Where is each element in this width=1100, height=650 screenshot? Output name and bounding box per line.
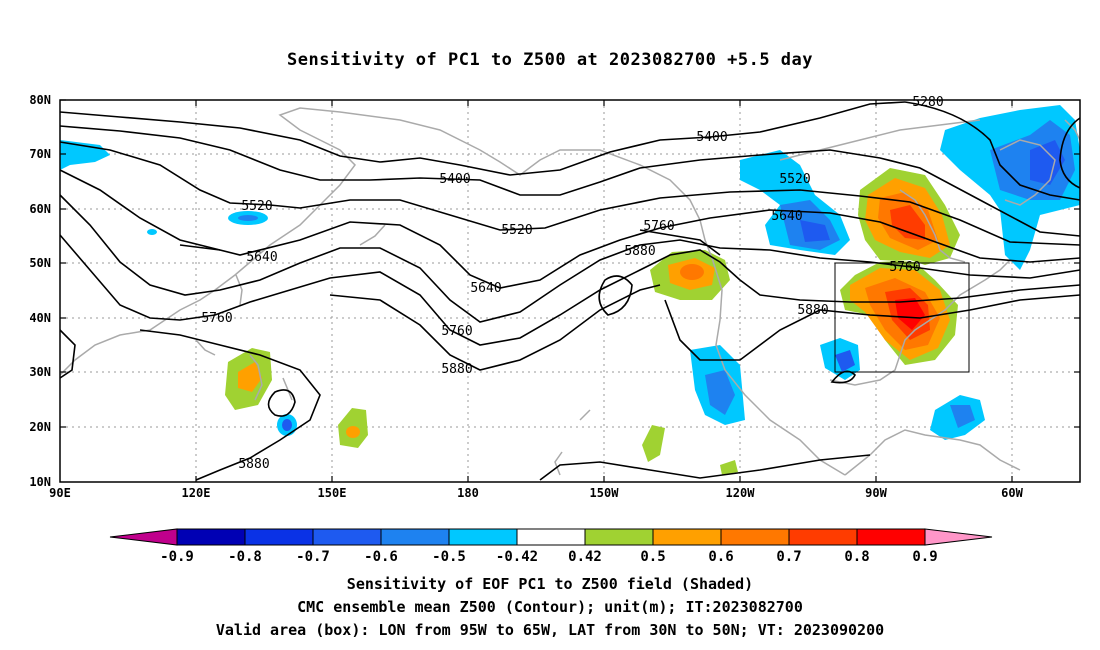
- contour-label: 5400: [439, 172, 470, 187]
- lon-label: 150W: [590, 486, 620, 500]
- contour-label: 5640: [470, 281, 501, 296]
- colorbar-label: 0.6: [708, 549, 733, 565]
- valid-area-box: [834, 262, 970, 373]
- latitude-labels: 80N 70N 60N 50N 40N 30N 20N 10N: [29, 93, 51, 489]
- longitude-labels: 90E 120E 150E 180 150W 120W 90W 60W: [49, 486, 1023, 500]
- negative-sensitivity-patches: [60, 105, 1080, 440]
- contour-label: 5760: [889, 260, 920, 275]
- contour-label: 5640: [771, 209, 802, 224]
- contour-label: 5280: [912, 95, 943, 110]
- colorbar-swatch: [652, 528, 722, 546]
- colorbar-label: -0.8: [228, 549, 262, 565]
- caption-valid-area: Valid area (box): LON from 95W to 65W, L…: [215, 621, 885, 639]
- plot-title: Sensitivity of PC1 to Z500 at 2023082700…: [286, 50, 813, 70]
- z500-contours: [59, 101, 1081, 481]
- contour-label: 5880: [797, 303, 828, 318]
- contour-label: 5640: [246, 250, 277, 265]
- caption-contour: CMC ensemble mean Z500 (Contour); unit(m…: [297, 598, 803, 616]
- lat-label: 80N: [29, 93, 51, 107]
- caption-shaded: Sensitivity of EOF PC1 to Z500 field (Sh…: [346, 575, 754, 593]
- colorbar-swatch: [176, 528, 246, 546]
- lat-label: 70N: [29, 147, 51, 161]
- colorbar-label: 0.5: [640, 549, 665, 565]
- sensitivity-shading: [60, 105, 1080, 475]
- contour-label: 5520: [501, 223, 532, 238]
- contour-label: 5400: [696, 130, 727, 145]
- lat-label: 50N: [29, 256, 51, 270]
- lon-label: 120E: [182, 486, 211, 500]
- colorbar-upper-extension: [924, 528, 993, 546]
- tick-marks: [60, 99, 1080, 482]
- lat-label: 30N: [29, 365, 51, 379]
- colorbar-label: -0.7: [296, 549, 330, 565]
- contour-label: 5520: [779, 172, 810, 187]
- lon-label: 180: [457, 486, 479, 500]
- colorbar: -0.9 -0.8 -0.7 -0.6 -0.5 -0.42 0.42 0.5 0.6 0.7 0.…: [109, 528, 993, 565]
- contour-labels: 5280 5400 5400 5520 5520 5520 5640 5640 …: [201, 95, 943, 472]
- colorbar-label: 0.42: [568, 549, 602, 565]
- colorbar-swatch: [448, 528, 518, 546]
- map-frame: [59, 99, 1081, 483]
- lon-label: 90E: [49, 486, 71, 500]
- contour-label: 5760: [643, 219, 674, 234]
- colorbar-label: 0.7: [776, 549, 801, 565]
- colorbar-swatch: [856, 528, 926, 546]
- colorbar-swatch: [788, 528, 858, 546]
- lat-label: 20N: [29, 420, 51, 434]
- colorbar-label: 0.9: [912, 549, 937, 565]
- colorbar-label: -0.5: [432, 549, 466, 565]
- colorbar-swatch: [720, 528, 790, 546]
- lon-label: 90W: [865, 486, 887, 500]
- colorbar-lower-extension: [109, 528, 178, 546]
- contour-label: 5760: [441, 324, 472, 339]
- colorbar-label: -0.6: [364, 549, 398, 565]
- lat-label: 10N: [29, 475, 51, 489]
- colorbar-label: -0.42: [496, 549, 538, 565]
- lon-label: 120W: [726, 486, 756, 500]
- colorbar-label: -0.9: [160, 549, 194, 565]
- colorbar-swatch: [584, 528, 654, 546]
- lon-label: 150E: [318, 486, 347, 500]
- lat-label: 60N: [29, 202, 51, 216]
- contour-label: 5520: [241, 199, 272, 214]
- lon-label: 60W: [1001, 486, 1023, 500]
- lat-label: 40N: [29, 311, 51, 325]
- contour-label: 5760: [201, 311, 232, 326]
- colorbar-label: 0.8: [844, 549, 869, 565]
- colorbar-swatch: [516, 528, 586, 546]
- contour-label: 5880: [624, 244, 655, 259]
- contour-label: 5880: [441, 362, 472, 377]
- colorbar-swatch: [380, 528, 450, 546]
- contour-label: 5880: [238, 457, 269, 472]
- colorbar-swatch: [244, 528, 314, 546]
- colorbar-swatch: [312, 528, 382, 546]
- positive-sensitivity-patches: [225, 168, 960, 475]
